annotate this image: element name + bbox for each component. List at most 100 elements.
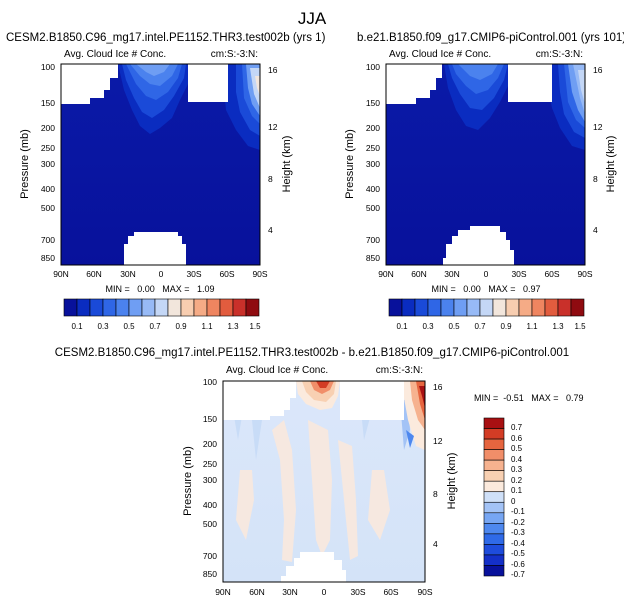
panel-1: CESM2.B1850.C96_mg17.intel.PE1152.THR3.t… (6, 32, 326, 331)
panel-3-xtick-label: 0 (322, 587, 327, 597)
panel-3-stats: MIN = -0.51 MAX = 0.79 (474, 393, 584, 403)
colorbar-cell (483, 449, 505, 461)
panel-2-ytick-label: 250 (366, 143, 380, 153)
colorbar-cell (76, 298, 91, 317)
panel-3-colorbar-label: -0.6 (511, 560, 525, 569)
panel-1-ytick-label: 200 (41, 123, 55, 133)
panel-2-units-label: cm:S:-3:N: (536, 49, 583, 60)
panel-1-xtick-label: 30S (186, 269, 201, 279)
panel-1-units-label: cm:S:-3:N: (211, 49, 258, 60)
colorbar-cell (483, 512, 505, 524)
panel-3-colorbar-label: -0.4 (511, 539, 525, 548)
panel-1-contours (118, 64, 260, 150)
panel-1-colorbar-label: 0.3 (97, 322, 109, 331)
panel-1-xtick-label: 60N (86, 269, 102, 279)
colorbar-cell (557, 298, 572, 317)
panel-2-ytick-label: 300 (366, 159, 380, 169)
panel-3-colorbar-label: -0.7 (511, 570, 525, 579)
panel-3-colorbar-label: 0.4 (511, 455, 523, 464)
panel-2-title: b.e21.B1850.f09_g17.CMIP6-piControl.001 … (357, 32, 624, 44)
panel-1-y2tick-label: 4 (268, 225, 273, 235)
panel-3-colorbar-label: 0.1 (511, 486, 523, 495)
panel-1-y2-axis: 16 12 8 4 (268, 65, 278, 235)
colorbar-cell (219, 298, 234, 317)
panel-1-xtick-label: 0 (159, 269, 164, 279)
colorbar-cell (193, 298, 208, 317)
colorbar-cell (180, 298, 195, 317)
panel-2-colorbar-label: 1.3 (552, 322, 564, 331)
panel-1-xtick-label: 30N (120, 269, 136, 279)
colorbar-cell (245, 298, 260, 317)
panel-3-y2-axis-title: Height (km) (446, 453, 458, 510)
panel-3-y2tick-label: 12 (433, 436, 443, 446)
panel-2-frame (385, 63, 586, 266)
panel-1-y2tick-label: 16 (268, 65, 278, 75)
panel-1-ytick-label: 500 (41, 203, 55, 213)
colorbar-cell (466, 298, 481, 317)
panel-2-colorbar-cells (388, 298, 585, 317)
colorbar-cell (544, 298, 559, 317)
panel-1-colorbar-label: 1.5 (249, 322, 261, 331)
panel-1-plot-area (60, 63, 261, 266)
panel-2-y-axis: 100 150 200 250 300 400 500 700 850 (366, 62, 380, 263)
colorbar-cell (89, 298, 104, 317)
panel-1-mask (61, 64, 228, 265)
panel-1-x-axis: 90N 60N 30N 0 30S 60S 90S (53, 269, 268, 279)
panel-1-ytick-label: 250 (41, 143, 55, 153)
panel-1-xtick-label: 90N (53, 269, 69, 279)
panel-1-colorbar-label: 0.7 (149, 322, 161, 331)
panel-1-variable-label: Avg. Cloud Ice # Conc. (64, 49, 166, 60)
panel-3-xtick-label: 90S (417, 587, 432, 597)
colorbar-cell (440, 298, 455, 317)
panel-1-y2tick-label: 12 (268, 122, 278, 132)
panel-3-colorbar-label: 0.7 (511, 423, 523, 432)
panel-1-colorbar-label: 0.5 (123, 322, 135, 331)
panel-3-colorbar: 0.7 0.6 0.5 0.4 0.3 0.2 0.1 0 -0.1 -0.2 … (483, 417, 525, 579)
colorbar-cell (154, 298, 169, 317)
panel-1-colorbar-label: 0.9 (175, 322, 187, 331)
colorbar-cell (115, 298, 130, 317)
panel-2-xtick-label: 30N (444, 269, 460, 279)
panel-2: b.e21.B1850.f09_g17.CMIP6-piControl.001 … (344, 32, 624, 331)
panel-3-y2tick-label: 16 (433, 382, 443, 392)
colorbar-cell (483, 438, 505, 450)
colorbar-cell (427, 298, 442, 317)
panel-2-ytick-label: 200 (366, 123, 380, 133)
panel-3-xtick-label: 90N (215, 587, 231, 597)
panel-2-ytick-label: 150 (366, 98, 380, 108)
colorbar-cell (102, 298, 117, 317)
panel-2-y2-axis: 16 12 8 4 (593, 65, 603, 235)
panel-1-ytick-label: 850 (41, 253, 55, 263)
panel-3-xtick-label: 60N (249, 587, 265, 597)
panel-1-ytick-label: 100 (41, 62, 55, 72)
panel-2-plot-area (385, 63, 586, 266)
panel-1-frame (60, 63, 261, 266)
panel-3-colorbar-label: 0 (511, 497, 516, 506)
panel-1-colorbar-cells (63, 298, 260, 317)
panel-2-xtick-label: 90S (577, 269, 592, 279)
panel-3-xtick-label: 60S (383, 587, 398, 597)
panel-2-x-axis: 90N 60N 30N 0 30S 60S 90S (378, 269, 593, 279)
panel-3-ytick-label: 150 (203, 414, 217, 424)
panel-3-xtick-label: 30N (282, 587, 298, 597)
panel-3-frame (222, 380, 426, 583)
panel-3-ytick-label: 250 (203, 459, 217, 469)
panel-2-colorbar-label: 0.1 (396, 322, 408, 331)
panel-2-ytick-label: 700 (366, 235, 380, 245)
colorbar-cell (518, 298, 533, 317)
panel-3-xtick-label: 30S (350, 587, 365, 597)
panel-3-title: CESM2.B1850.C96_mg17.intel.PE1152.THR3.t… (55, 347, 569, 359)
colorbar-cell (492, 298, 507, 317)
panel-1-colorbar-label: 1.1 (201, 322, 213, 331)
colorbar-cell (141, 298, 156, 317)
colorbar-cell (206, 298, 221, 317)
panel-2-y2tick-label: 16 (593, 65, 603, 75)
panel-3-ytick-label: 200 (203, 439, 217, 449)
panel-1-title: CESM2.B1850.C96_mg17.intel.PE1152.THR3.t… (6, 32, 326, 44)
panel-1-colorbar-label: 1.3 (227, 322, 239, 331)
panel-3-y2tick-label: 4 (433, 539, 438, 549)
panel-2-y2-axis-title: Height (km) (605, 136, 617, 193)
colorbar-cell (483, 480, 505, 493)
panel-2-variable-label: Avg. Cloud Ice # Conc. (389, 49, 491, 60)
